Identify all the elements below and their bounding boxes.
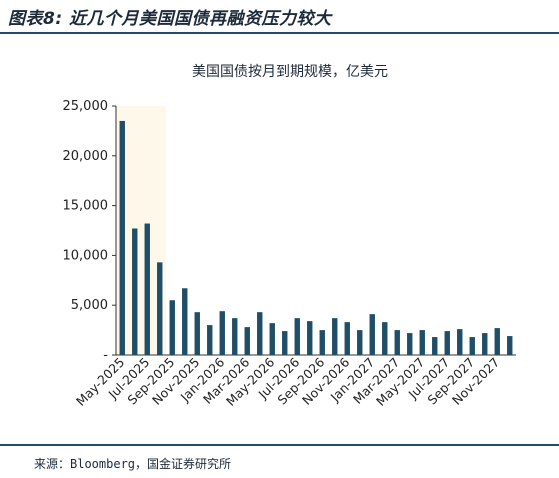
figure-title: 图表8: 近几个月美国国债再融资压力较大 bbox=[8, 9, 332, 29]
bar bbox=[407, 333, 413, 355]
bar bbox=[482, 333, 488, 355]
chart-title: 美国国债按月到期规模，亿美元 bbox=[192, 64, 388, 80]
y-tick-label: 5,000 bbox=[71, 298, 108, 313]
source-note: 来源：Bloomberg，国金证券研究所 bbox=[34, 457, 232, 471]
bar bbox=[319, 330, 325, 355]
plot-area: -5,00010,00015,00020,00025,000May-2025Ju… bbox=[63, 99, 516, 409]
bar bbox=[382, 322, 388, 355]
bar bbox=[432, 337, 438, 355]
bar bbox=[419, 330, 425, 355]
y-tick-label: 20,000 bbox=[63, 149, 109, 164]
bar bbox=[244, 327, 250, 355]
bar bbox=[144, 223, 150, 355]
bar bbox=[307, 321, 313, 355]
bar bbox=[507, 336, 513, 355]
bar bbox=[332, 318, 338, 355]
y-tick-label: 15,000 bbox=[63, 199, 109, 214]
top-rule bbox=[0, 32, 559, 34]
bottom-rule bbox=[0, 444, 559, 446]
bar bbox=[157, 262, 163, 355]
y-tick-label: 10,000 bbox=[63, 248, 109, 263]
bar bbox=[294, 318, 300, 355]
bar bbox=[269, 323, 275, 355]
bar bbox=[344, 322, 350, 355]
bar bbox=[282, 331, 288, 355]
bar bbox=[194, 312, 200, 355]
y-tick-label: 25,000 bbox=[63, 99, 109, 114]
bar bbox=[232, 318, 238, 355]
bar bbox=[257, 312, 263, 355]
bar bbox=[394, 330, 400, 355]
bar-chart: 美国国债按月到期规模，亿美元 - 5,000 10,000 15,000 20,000 2… bbox=[63, 64, 516, 409]
bar bbox=[219, 311, 225, 355]
bar bbox=[132, 228, 138, 355]
bar bbox=[169, 300, 175, 355]
bar bbox=[182, 288, 188, 355]
bar bbox=[369, 314, 375, 355]
bar bbox=[119, 120, 125, 355]
bar bbox=[469, 337, 475, 355]
bar bbox=[357, 330, 363, 355]
y-tick-label: - bbox=[103, 348, 108, 363]
bar bbox=[457, 329, 463, 355]
bar bbox=[444, 331, 450, 355]
bar bbox=[494, 328, 500, 355]
bar bbox=[207, 325, 213, 355]
